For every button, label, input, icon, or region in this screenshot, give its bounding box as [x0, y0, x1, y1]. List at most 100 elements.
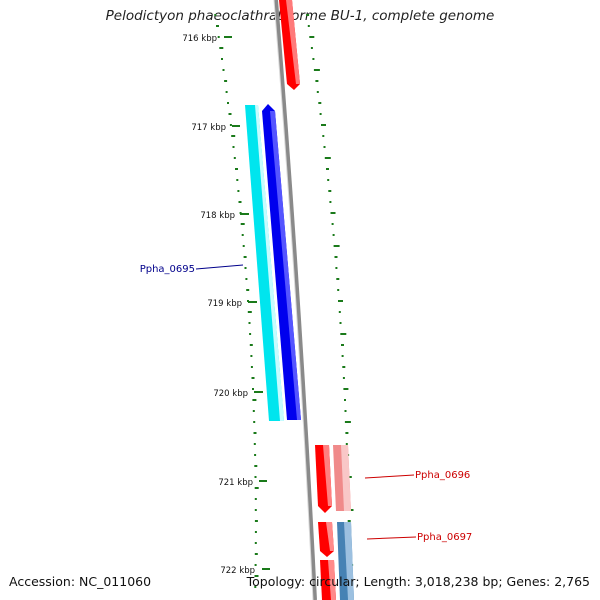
genome-backbone-highlight	[273, 0, 314, 600]
gc-skew-dash	[316, 91, 319, 93]
ruler-tick: 721 kbp	[218, 478, 267, 488]
gc-skew-dash	[344, 410, 347, 412]
gc-skew-dash	[232, 146, 235, 148]
gene-label-ppha-0695[interactable]: Ppha_0695	[140, 264, 244, 275]
gene-label-text[interactable]: Ppha_0697	[417, 532, 472, 543]
gc-skew-dash	[312, 58, 315, 60]
gc-skew-dash	[339, 322, 342, 324]
gc-skew-dash	[326, 168, 329, 170]
gc-skew-dash	[340, 333, 347, 335]
ppha-0696-protein-bar-shine	[341, 445, 351, 511]
gc-skew-dash	[253, 421, 256, 423]
gc-skew-dash	[338, 300, 343, 302]
genome-summary-text: Topology: circular; Length: 3,018,238 bp…	[246, 574, 590, 589]
gc-skew-dash	[331, 223, 334, 225]
gc-skew-dash	[342, 377, 345, 379]
gc-skew-dash	[254, 487, 259, 489]
gc-skew-dash	[254, 531, 257, 533]
gc-skew-dash	[222, 69, 225, 71]
gc-skew-dash	[216, 25, 219, 27]
gc-skew-dash	[254, 454, 257, 456]
gc-skew-dash	[252, 388, 254, 390]
ruler-tick-label: 718 kbp	[200, 211, 235, 221]
genome-backbone	[274, 0, 317, 600]
gc-skew-dash	[217, 36, 220, 38]
gc-skew-dash	[322, 135, 325, 137]
gc-skew-dash	[344, 421, 351, 423]
gc-skew-dash	[250, 355, 253, 357]
ruler-tick-label: 720 kbp	[213, 389, 248, 399]
downstream-cds-arrow-shine	[328, 560, 336, 600]
gc-skew-dash	[254, 553, 258, 555]
ruler-tick: 717 kbp	[191, 123, 240, 133]
gc-skew-dash	[253, 432, 257, 434]
ruler-tick: 720 kbp	[213, 389, 263, 399]
gc-skew-dash	[335, 267, 338, 269]
ppha-0695-cds-arrow-shine	[270, 111, 301, 420]
gc-skew-dash	[219, 47, 224, 49]
gc-skew-dash	[237, 190, 240, 192]
gc-skew-dash	[252, 410, 255, 412]
gc-skew-dash	[254, 542, 257, 544]
gene-label-text[interactable]: Ppha_0695	[140, 264, 195, 275]
ppha-0696-cds-arrow-shine	[323, 445, 332, 506]
gc-skew-dash	[240, 223, 245, 225]
gc-skew-dash	[252, 399, 257, 401]
accession-text: Accession: NC_011060	[9, 574, 152, 589]
gc-skew-dash	[227, 102, 229, 104]
ruler-tick-label: 721 kbp	[218, 478, 253, 488]
gc-skew-dash	[254, 465, 258, 467]
gc-skew-dash	[254, 520, 258, 522]
gc-skew-dash	[345, 443, 348, 445]
gc-skew-dash	[345, 432, 349, 434]
ruler-tick-label: 716 kbp	[182, 34, 217, 44]
gc-skew-dash	[244, 267, 247, 269]
gc-skew-dash	[254, 575, 259, 577]
gc-skew-dash	[336, 278, 340, 280]
gene-label-ppha-0697[interactable]: Ppha_0697	[366, 532, 472, 543]
gc-skew-dash	[225, 91, 228, 93]
gc-skew-dash	[246, 289, 250, 291]
gc-skew-dash	[342, 366, 346, 368]
gc-skew-dash	[251, 377, 255, 379]
upstream-cds-arrow-shine	[286, 0, 300, 84]
ruler-tick-label: 722 kbp	[220, 566, 255, 576]
gc-skew-dash	[315, 80, 319, 82]
gene-label-text[interactable]: Ppha_0696	[415, 470, 470, 481]
gc-skew-dash	[229, 124, 232, 126]
gc-skew-track-left	[214, 14, 259, 588]
ruler-tick: 716 kbp	[182, 34, 232, 44]
ruler-tick-label: 719 kbp	[207, 299, 242, 309]
ppha-0695-protein-bar-shine	[255, 105, 284, 421]
gc-skew-dash	[321, 124, 326, 126]
gc-skew-dash	[250, 366, 253, 368]
gc-skew-dash	[330, 212, 336, 214]
gc-skew-dash	[327, 179, 330, 181]
gc-skew-dash	[249, 344, 253, 346]
gc-skew-dash	[334, 256, 338, 258]
gc-skew-dash	[254, 476, 257, 478]
gc-skew-dash	[332, 234, 335, 236]
gc-skew-dash	[254, 564, 257, 566]
gc-skew-dash	[343, 388, 349, 390]
kbp-ruler: 716 kbp 717 kbp 718 kbp 719 kbp 720 kbp …	[182, 34, 270, 576]
gc-skew-dash	[347, 520, 351, 522]
gc-skew-dash	[337, 289, 340, 291]
gc-skew-dash	[241, 234, 244, 236]
gene-label-ppha-0696[interactable]: Ppha_0696	[364, 470, 470, 481]
gc-skew-dash	[307, 25, 310, 27]
gc-skew-dash	[324, 157, 331, 159]
gc-skew-dash	[329, 201, 332, 203]
gc-skew-dash	[341, 355, 344, 357]
gc-skew-dash	[236, 179, 239, 181]
gc-skew-dash	[310, 47, 313, 49]
gc-skew-dash	[309, 36, 315, 38]
gc-skew-dash	[248, 322, 251, 324]
gc-skew-dash	[231, 135, 236, 137]
gc-skew-dash	[254, 498, 257, 500]
gc-skew-dash	[254, 509, 257, 511]
ruler-tick: 719 kbp	[207, 299, 257, 309]
gc-skew-dash	[328, 190, 332, 192]
